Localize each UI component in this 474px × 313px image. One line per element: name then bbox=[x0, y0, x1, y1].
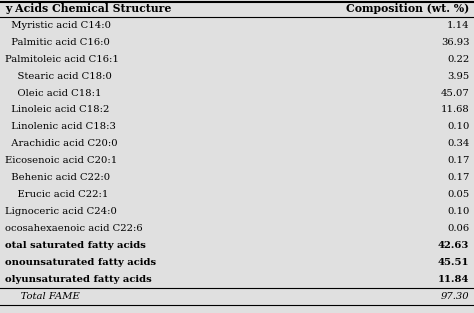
Text: Palmitic acid C16:0: Palmitic acid C16:0 bbox=[5, 38, 109, 47]
Text: 0.05: 0.05 bbox=[447, 190, 469, 199]
Text: Myristic acid C14:0: Myristic acid C14:0 bbox=[5, 21, 111, 30]
Text: y Acids Chemical Structure: y Acids Chemical Structure bbox=[5, 3, 171, 14]
Text: 0.06: 0.06 bbox=[447, 224, 469, 233]
Text: 97.30: 97.30 bbox=[441, 292, 469, 300]
Text: Behenic acid C22:0: Behenic acid C22:0 bbox=[5, 173, 110, 182]
Text: Total FAME: Total FAME bbox=[5, 292, 80, 300]
Text: 0.34: 0.34 bbox=[447, 139, 469, 148]
Text: Linolenic acid C18:3: Linolenic acid C18:3 bbox=[5, 122, 116, 131]
Text: Stearic acid C18:0: Stearic acid C18:0 bbox=[5, 72, 111, 81]
Text: 11.84: 11.84 bbox=[438, 275, 469, 284]
Text: onounsaturated fatty acids: onounsaturated fatty acids bbox=[5, 258, 156, 267]
Text: 0.10: 0.10 bbox=[447, 122, 469, 131]
Text: 1.14: 1.14 bbox=[447, 21, 469, 30]
Text: ocosahexaenoic acid C22:6: ocosahexaenoic acid C22:6 bbox=[5, 224, 142, 233]
Text: 45.07: 45.07 bbox=[440, 89, 469, 98]
Text: 0.17: 0.17 bbox=[447, 156, 469, 165]
Text: 45.51: 45.51 bbox=[438, 258, 469, 267]
Text: Erucic acid C22:1: Erucic acid C22:1 bbox=[5, 190, 108, 199]
Text: 36.93: 36.93 bbox=[441, 38, 469, 47]
Text: Linoleic acid C18:2: Linoleic acid C18:2 bbox=[5, 105, 109, 115]
Text: 0.10: 0.10 bbox=[447, 207, 469, 216]
Text: otal saturated fatty acids: otal saturated fatty acids bbox=[5, 241, 146, 250]
Text: olyunsaturated fatty acids: olyunsaturated fatty acids bbox=[5, 275, 152, 284]
Text: Oleic acid C18:1: Oleic acid C18:1 bbox=[5, 89, 101, 98]
Text: Lignoceric acid C24:0: Lignoceric acid C24:0 bbox=[5, 207, 117, 216]
Text: 0.17: 0.17 bbox=[447, 173, 469, 182]
Text: 3.95: 3.95 bbox=[447, 72, 469, 81]
Text: Arachidic acid C20:0: Arachidic acid C20:0 bbox=[5, 139, 118, 148]
Text: Palmitoleic acid C16:1: Palmitoleic acid C16:1 bbox=[5, 55, 118, 64]
Text: Composition (wt. %): Composition (wt. %) bbox=[346, 3, 469, 14]
Text: 0.22: 0.22 bbox=[447, 55, 469, 64]
Text: Eicosenoic acid C20:1: Eicosenoic acid C20:1 bbox=[5, 156, 117, 165]
Text: 11.68: 11.68 bbox=[440, 105, 469, 115]
Text: 42.63: 42.63 bbox=[438, 241, 469, 250]
